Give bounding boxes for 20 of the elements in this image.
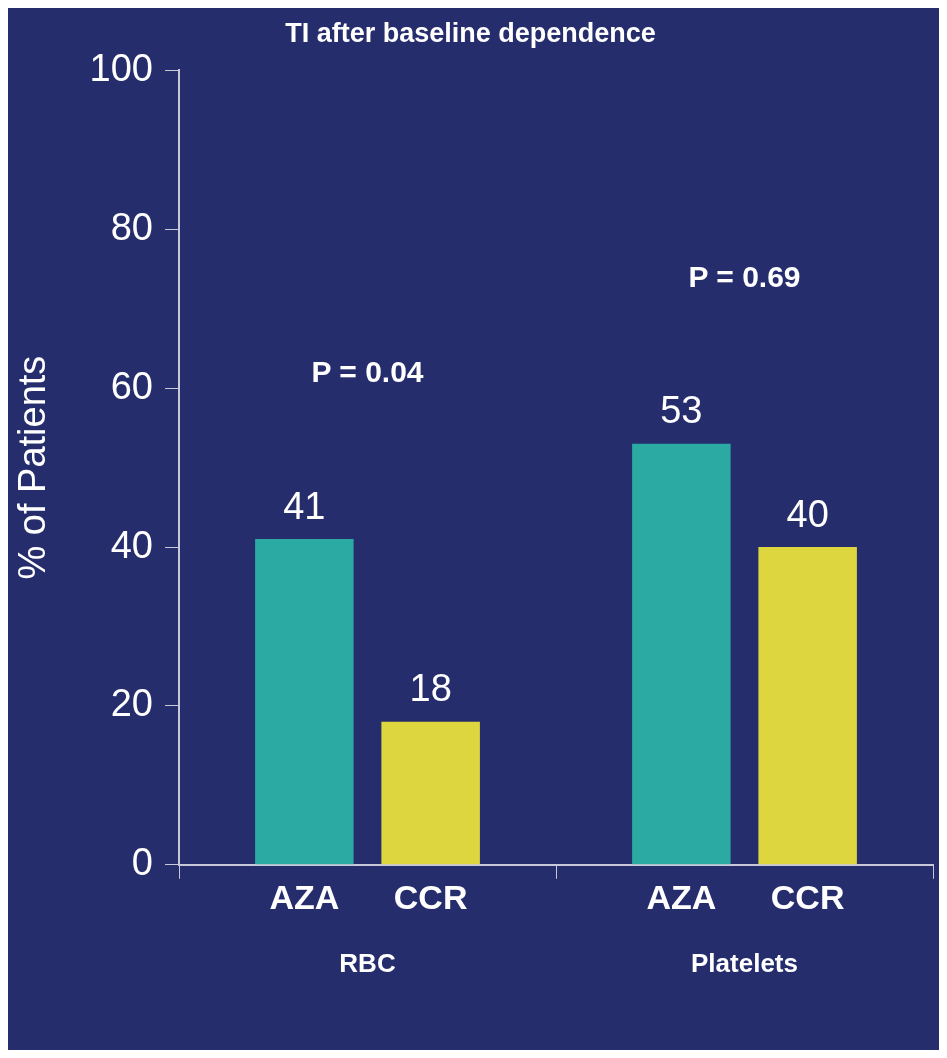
annotation: P = 0.69 (688, 260, 801, 294)
data-label: 41 (283, 484, 326, 527)
text: AZA (646, 878, 717, 917)
y-axis-title: % of Patients (11, 355, 54, 580)
text: CCR (770, 878, 845, 917)
x-tick-label: Platelets (691, 947, 798, 978)
series-label: CCR (393, 878, 468, 917)
y-tick-label: 0 (131, 841, 153, 884)
data-label: 53 (660, 389, 703, 432)
y-tick-label: 100 (89, 46, 153, 89)
data-label: 40 (786, 492, 829, 535)
y-tick-label: 80 (110, 205, 153, 248)
series-label: AZA (269, 878, 340, 917)
data-label: 18 (409, 667, 452, 710)
x-tick-label: RBC (339, 947, 396, 978)
y-tick-label: 20 (110, 682, 153, 725)
y-tick-label: 40 (110, 523, 153, 566)
annotation: P = 0.04 (311, 355, 424, 389)
y-tick-label: 60 (110, 364, 153, 407)
chart-title: TI after baseline dependence (285, 17, 656, 48)
